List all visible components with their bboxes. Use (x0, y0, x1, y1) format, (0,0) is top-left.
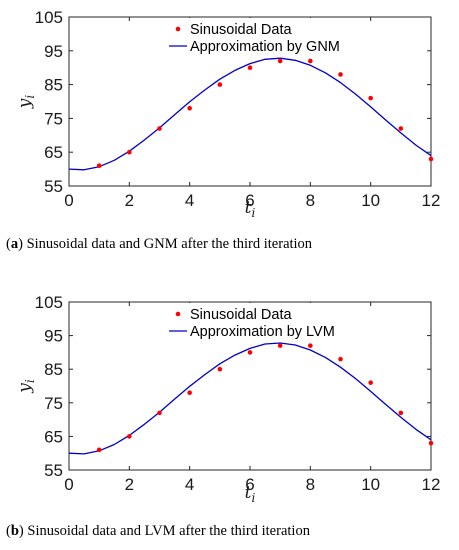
legend-box (168, 303, 366, 341)
x-tick-label: 4 (185, 191, 194, 210)
y-tick-label: 75 (44, 394, 63, 413)
y-tick-label: 95 (44, 42, 63, 61)
data-point (127, 149, 132, 155)
data-point (187, 390, 192, 396)
y-tick-label: 85 (44, 76, 63, 95)
x-tick-label: 6 (245, 475, 254, 494)
y-tick-label: 55 (44, 177, 63, 196)
legend-box (168, 18, 366, 56)
y-tick-label: 95 (44, 327, 63, 346)
series-line-approximation (69, 57, 431, 171)
data-point (398, 410, 404, 416)
legend-label-data: Sinusoidal Data (190, 22, 292, 38)
y-axis-label: yi (15, 95, 37, 110)
data-point (308, 343, 313, 348)
chart-panel-b: 0 2 4 6 8 10 12 55 65 75 85 95 105 ti yi Sinusoidal Dat… (15, 293, 440, 505)
caption-b: (b) Sinusoidal data and LVM after the th… (6, 523, 310, 540)
caption-a-label: (a) (6, 236, 23, 252)
x-tick-label: 4 (185, 475, 194, 494)
y-tick-label: 65 (44, 427, 63, 446)
x-axis-label-subscript: i (252, 206, 256, 220)
data-point (247, 65, 253, 70)
legend-label-data: Sinusoidal Data (190, 307, 292, 323)
x-tick-label: 8 (306, 475, 315, 494)
caption-b-label: (b) (6, 523, 24, 539)
y-tick-label: 105 (35, 8, 63, 27)
caption-a: (a) Sinusoidal data and GNM after the th… (6, 236, 312, 253)
x-axis-label-subscript: i (252, 491, 256, 505)
legend-label-line: Approximation by GNM (190, 39, 340, 55)
series-line-approximation (69, 342, 431, 455)
legend-marker-data (175, 26, 181, 32)
data-point (428, 440, 434, 446)
data-point (127, 434, 132, 439)
x-tick-label: 6 (245, 191, 254, 210)
x-tick-label: 2 (125, 191, 134, 210)
x-axis-label: ti (245, 198, 256, 220)
y-tick-label: 65 (44, 143, 63, 162)
data-point (157, 410, 162, 416)
caption-b-text: Sinusoidal data and LVM after the third … (23, 523, 310, 539)
data-point (277, 343, 283, 348)
data-point (96, 163, 102, 169)
data-point (338, 356, 343, 362)
x-tick-label: 12 (422, 191, 441, 210)
data-point (157, 126, 162, 131)
data-point (187, 105, 192, 111)
y-tick-label: 75 (44, 109, 63, 128)
x-axis-label: ti (245, 483, 256, 505)
legend-marker-data (175, 311, 181, 317)
x-tick-label: 0 (64, 191, 73, 210)
x-tick-label: 2 (125, 475, 134, 494)
data-point (96, 447, 102, 453)
data-point (277, 58, 283, 64)
data-point (428, 156, 434, 162)
data-point (398, 126, 404, 131)
y-axis-label-subscript: i (23, 379, 37, 383)
legend-label-line: Approximation by LVM (190, 324, 335, 340)
x-tick-label: 10 (361, 475, 380, 494)
x-tick-label: 12 (422, 475, 441, 494)
x-tick-label: 10 (361, 191, 380, 210)
y-axis-label-subscript: i (23, 95, 37, 99)
y-tick-label: 55 (44, 461, 63, 480)
data-point (308, 58, 313, 64)
data-point (217, 82, 223, 87)
y-axis-label: yi (15, 379, 37, 394)
data-point (368, 380, 373, 385)
chart-panel-a: 0 2 4 6 8 10 12 55 65 75 85 95 105 ti yi Sinusoidal Dat… (15, 8, 440, 220)
data-point (217, 366, 223, 372)
data-point (368, 95, 373, 101)
y-tick-label: 105 (35, 293, 63, 312)
caption-a-text: Sinusoidal data and GNM after the third … (22, 236, 313, 252)
x-tick-label: 8 (306, 191, 315, 210)
data-point (338, 72, 343, 77)
x-tick-label: 0 (64, 475, 73, 494)
data-point (247, 350, 253, 355)
y-tick-label: 85 (44, 360, 63, 379)
